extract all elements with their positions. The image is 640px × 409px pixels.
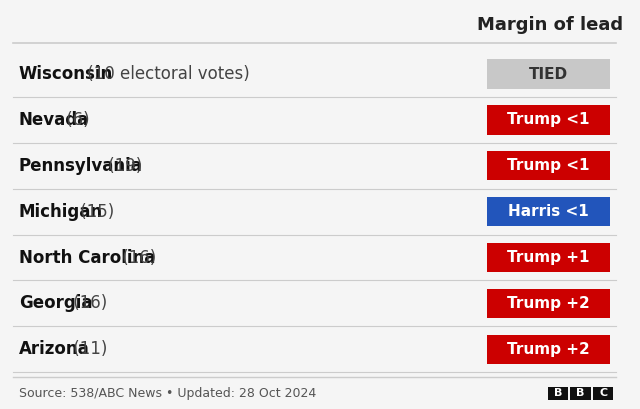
Text: (6): (6): [61, 111, 90, 129]
Text: Harris <1: Harris <1: [508, 204, 589, 219]
Text: Pennsylvania: Pennsylvania: [19, 157, 143, 175]
Text: TIED: TIED: [529, 67, 568, 81]
Text: Nevada: Nevada: [19, 111, 89, 129]
FancyBboxPatch shape: [488, 105, 610, 135]
Text: (15): (15): [76, 202, 115, 221]
Text: Margin of lead: Margin of lead: [477, 16, 623, 34]
FancyBboxPatch shape: [593, 387, 613, 400]
Text: Trump <1: Trump <1: [508, 158, 590, 173]
Text: Trump +1: Trump +1: [508, 250, 590, 265]
Text: B: B: [577, 389, 585, 398]
Text: Michigan: Michigan: [19, 202, 103, 221]
Text: (16): (16): [68, 294, 108, 312]
Text: (19): (19): [104, 157, 143, 175]
Text: North Carolina: North Carolina: [19, 249, 156, 267]
Text: Arizona: Arizona: [19, 340, 90, 358]
FancyBboxPatch shape: [488, 289, 610, 318]
FancyBboxPatch shape: [488, 151, 610, 180]
Text: (10 electoral votes): (10 electoral votes): [83, 65, 250, 83]
Text: Source: 538/ABC News • Updated: 28 Oct 2024: Source: 538/ABC News • Updated: 28 Oct 2…: [19, 387, 316, 400]
Text: (16): (16): [118, 249, 157, 267]
Text: C: C: [599, 389, 607, 398]
FancyBboxPatch shape: [570, 387, 591, 400]
Text: Wisconsin: Wisconsin: [19, 65, 113, 83]
Text: (11): (11): [68, 340, 108, 358]
FancyBboxPatch shape: [488, 59, 610, 89]
Text: Georgia: Georgia: [19, 294, 92, 312]
Text: Trump <1: Trump <1: [508, 112, 590, 128]
FancyBboxPatch shape: [488, 197, 610, 226]
FancyBboxPatch shape: [548, 387, 568, 400]
Text: B: B: [554, 389, 562, 398]
FancyBboxPatch shape: [488, 243, 610, 272]
Text: Trump +2: Trump +2: [508, 342, 590, 357]
Text: Trump +2: Trump +2: [508, 296, 590, 311]
FancyBboxPatch shape: [488, 335, 610, 364]
